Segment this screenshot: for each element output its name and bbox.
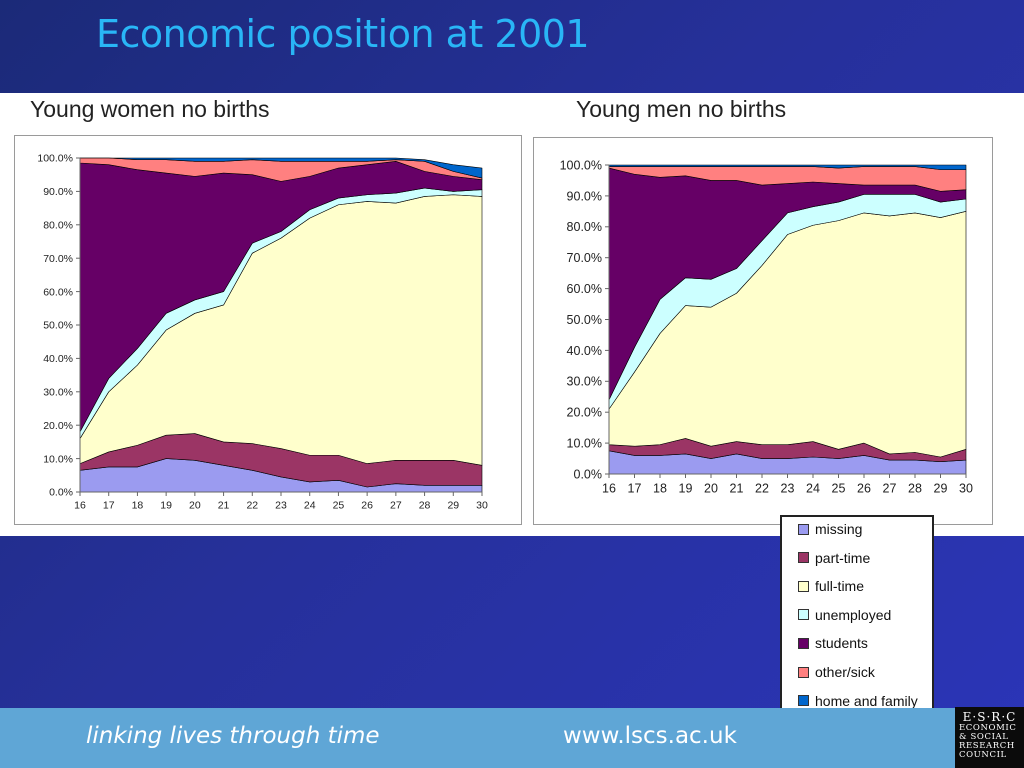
footer-tagline: linking lives through time — [86, 723, 380, 749]
legend-item-home-and-family: home and family — [798, 691, 918, 711]
chart-young-men: 0.0% 10.0% 20.0% 30.0% 40.0% 50.0% 60.0% 70.0% 8… — [533, 137, 993, 525]
men-y-tick-label: 100.0% — [560, 158, 602, 172]
legend-item-other-sick: other/sick — [798, 662, 875, 682]
men-y-tick-label: 10.0% — [567, 436, 602, 450]
chart-title-young-women: Young women no births — [30, 96, 270, 122]
chart-title-young-men: Young men no births — [576, 96, 787, 122]
men-x-tick-label: 28 — [908, 482, 922, 496]
women-y-tick-label: 50.0% — [43, 320, 73, 332]
footer-url[interactable]: www.lscs.ac.uk — [563, 723, 737, 749]
men-x-tick-label: 22 — [755, 482, 769, 496]
women-y-tick-label: 100.0% — [37, 153, 73, 165]
legend-label: home and family — [815, 692, 918, 709]
women-x-tick-label: 29 — [447, 500, 459, 512]
legend-label: part-time — [815, 549, 871, 566]
men-y-tick-label: 20.0% — [567, 406, 602, 420]
legend-label: students — [815, 635, 868, 652]
legend-swatch — [798, 637, 809, 649]
legend-item-students: students — [798, 633, 868, 653]
women-y-tick-label: 40.0% — [43, 353, 73, 365]
men-x-tick-label: 21 — [730, 482, 744, 496]
men-x-tick-label: 27 — [883, 482, 897, 496]
men-y-tick-label: 30.0% — [567, 375, 602, 389]
legend-label: unemployed — [815, 606, 892, 623]
men-y-tick-label: 90.0% — [567, 189, 602, 203]
legend-item-missing: missing — [798, 519, 862, 539]
legend-label: missing — [815, 521, 863, 537]
legend-swatch — [798, 552, 809, 564]
men-area-home-and-family — [608, 164, 967, 170]
women-y-tick-label: 80.0% — [43, 219, 73, 231]
women-y-tick-label: 10.0% — [43, 453, 73, 465]
legend-label: other/sick — [815, 664, 875, 680]
women-x-tick-label: 23 — [275, 500, 287, 512]
men-x-tick-label: 29 — [934, 482, 948, 496]
women-x-tick-label: 22 — [246, 500, 258, 512]
men-x-tick-label: 17 — [628, 482, 642, 496]
esrc-logo: E·S·R·C ECONOMIC & SOCIAL RESEARCH COUNC… — [955, 707, 1024, 768]
women-y-tick-label: 20.0% — [43, 420, 73, 432]
men-x-tick-label: 18 — [653, 482, 667, 496]
men-y-tick-label: 40.0% — [567, 344, 602, 358]
women-x-tick-label: 24 — [304, 500, 316, 512]
women-x-tick-label: 19 — [160, 500, 172, 512]
legend-swatch — [798, 666, 809, 678]
men-x-tick-label: 30 — [959, 482, 973, 496]
legend-swatch — [798, 695, 809, 707]
esrc-logo-line: COUNCIL — [959, 750, 1007, 760]
men-x-tick-label: 24 — [806, 482, 820, 496]
chart-young-women: 0.0% 10.0% 20.0% 30.0% 40.0% 50.0% 60.0% 70.0% 8… — [14, 135, 522, 525]
women-x-tick-label: 26 — [361, 500, 373, 512]
men-x-tick-label: 19 — [679, 482, 693, 496]
men-y-tick-label: 60.0% — [567, 282, 602, 296]
legend-label: full-time — [815, 578, 865, 595]
legend-swatch — [798, 580, 809, 592]
chart-legend: missing part-time full-time unemployed stude… — [780, 515, 934, 719]
men-x-tick-label: 16 — [602, 482, 616, 496]
men-x-tick-label: 25 — [832, 482, 846, 496]
men-x-tick-label: 23 — [781, 482, 795, 496]
esrc-logo-line: & SOCIAL — [959, 732, 1009, 742]
men-x-tick-label: 20 — [704, 482, 718, 496]
women-x-tick-label: 16 — [74, 500, 86, 512]
women-area-home-and-family — [79, 157, 483, 179]
legend-item-unemployed: unemployed — [798, 605, 891, 625]
legend-item-full-time: full-time — [798, 576, 864, 596]
legend-swatch — [798, 609, 809, 621]
esrc-logo-line: ECONOMIC — [959, 723, 1017, 733]
women-x-tick-label: 20 — [189, 500, 201, 512]
women-x-tick-label: 17 — [103, 500, 115, 512]
esrc-logo-initials: E·S·R·C — [962, 710, 1017, 724]
chart-young-women-plot: 0.0% 10.0% 20.0% 30.0% 40.0% 50.0% 60.0% 70.0% 8… — [37, 153, 488, 512]
men-y-tick-label: 0.0% — [574, 467, 603, 481]
esrc-logo-line: RESEARCH — [959, 741, 1015, 751]
women-x-tick-label: 27 — [390, 500, 402, 512]
women-x-tick-label: 30 — [476, 500, 488, 512]
men-y-tick-label: 50.0% — [567, 313, 602, 327]
men-y-tick-label: 70.0% — [567, 251, 602, 265]
women-y-tick-label: 90.0% — [43, 186, 73, 198]
women-x-tick-label: 18 — [132, 500, 144, 512]
women-y-tick-label: 0.0% — [49, 487, 73, 499]
women-x-tick-label: 25 — [333, 500, 345, 512]
chart-young-men-plot: 0.0% 10.0% 20.0% 30.0% 40.0% 50.0% 60.0% 70.0% 8… — [560, 158, 973, 496]
legend-item-part-time: part-time — [798, 548, 870, 568]
men-y-tick-label: 80.0% — [567, 220, 602, 234]
women-y-tick-label: 30.0% — [43, 386, 73, 398]
men-x-tick-label: 26 — [857, 482, 871, 496]
women-y-tick-label: 70.0% — [43, 253, 73, 265]
footer-bar: linking lives through time www.lscs.ac.u… — [0, 708, 1024, 768]
slide-title: Economic position at 2001 — [96, 12, 590, 56]
women-x-tick-label: 21 — [218, 500, 230, 512]
women-x-tick-label: 28 — [419, 500, 431, 512]
legend-swatch — [798, 523, 809, 535]
women-y-tick-label: 60.0% — [43, 286, 73, 298]
